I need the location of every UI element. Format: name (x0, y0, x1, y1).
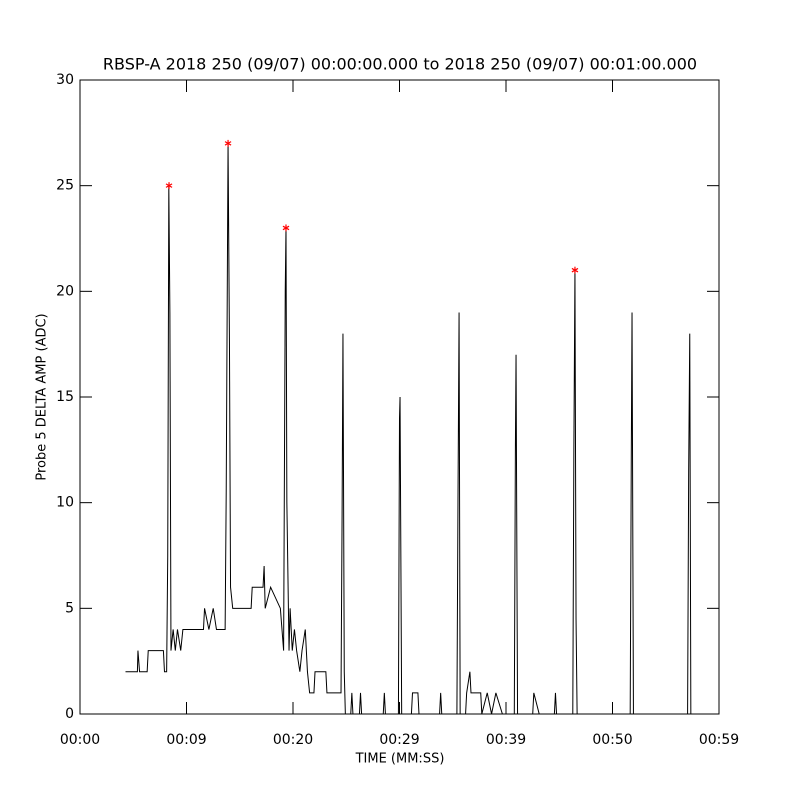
y-tick-label: 5 (65, 600, 74, 616)
peak-marker (224, 139, 232, 147)
y-tick-label: 10 (56, 495, 74, 511)
data-line (125, 143, 692, 715)
x-tick-label: 00:29 (379, 732, 419, 748)
x-tick-label: 00:00 (60, 732, 100, 748)
x-tick-label: 00:59 (699, 732, 739, 748)
x-tick-label: 00:09 (166, 732, 206, 748)
y-tick-label: 15 (56, 389, 74, 405)
x-tick-label: 00:39 (486, 732, 526, 748)
peak-marker (571, 266, 579, 274)
y-axis-label: Probe 5 DELTA AMP (ADC) (35, 313, 50, 480)
x-tick-label: 00:50 (592, 732, 632, 748)
y-tick-label: 0 (65, 706, 74, 722)
y-tick-label: 30 (56, 72, 74, 88)
peak-marker (282, 224, 290, 232)
peak-marker (165, 182, 173, 190)
y-tick-label: 25 (56, 178, 74, 194)
x-axis-label: TIME (MM:SS) (355, 752, 445, 767)
y-tick-label: 20 (56, 283, 74, 299)
chart-title: RBSP-A 2018 250 (09/07) 00:00:00.000 to … (103, 55, 697, 74)
x-tick-label: 00:20 (273, 732, 313, 748)
